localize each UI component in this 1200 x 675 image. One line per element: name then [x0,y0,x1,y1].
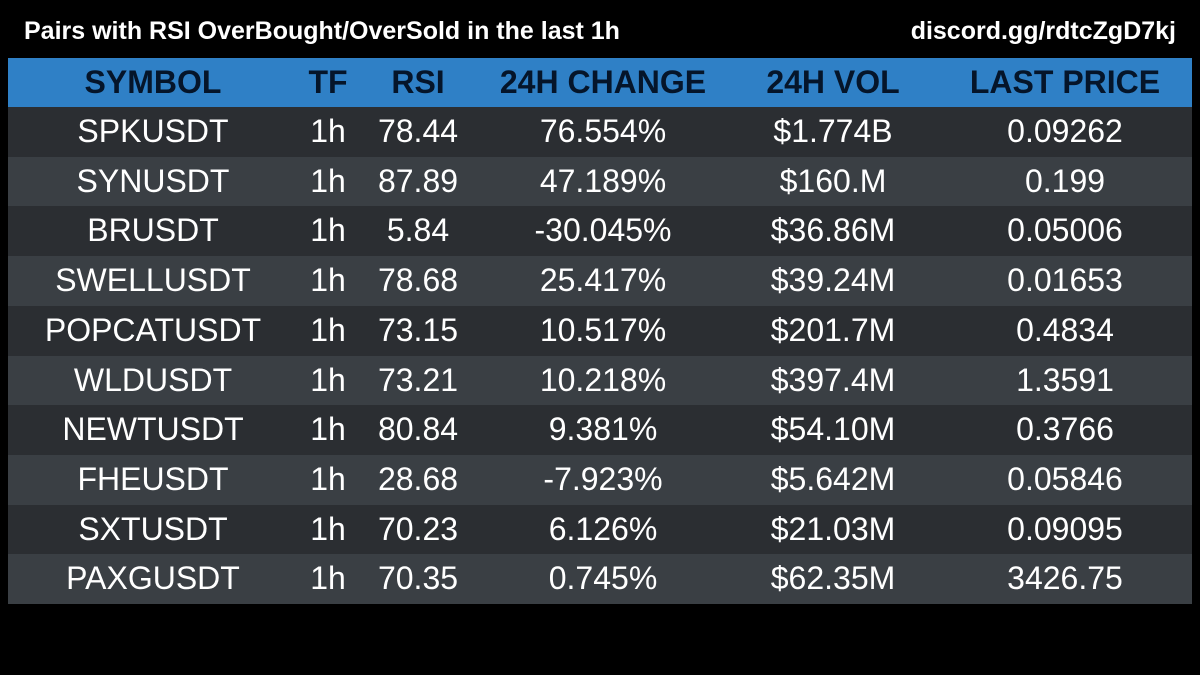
table-row: SWELLUSDT 1h 78.68 25.417% $39.24M 0.016… [8,256,1192,306]
cell-tf: 1h [298,454,358,505]
table-row: NEWTUSDT 1h 80.84 9.381% $54.10M 0.3766 [8,405,1192,455]
table-row: SPKUSDT 1h 78.44 76.554% $1.774B 0.09262 [8,107,1192,157]
cell-24h-vol: $397.4M [728,355,938,406]
cell-24h-change: 10.517% [478,305,728,356]
table-row: POPCATUSDT 1h 73.15 10.517% $201.7M 0.48… [8,305,1192,356]
cell-symbol: POPCATUSDT [8,305,298,356]
cell-symbol: SXTUSDT [8,504,298,555]
cell-rsi: 70.23 [358,504,478,555]
cell-24h-change: 0.745% [478,554,728,605]
cell-last-price: 0.01653 [938,256,1192,306]
cell-24h-vol: $54.10M [728,405,938,455]
cell-last-price: 0.4834 [938,305,1192,356]
column-header-24h-change: 24H CHANGE [478,58,728,107]
column-header-last-price: LAST PRICE [938,58,1192,107]
cell-rsi: 78.44 [358,107,478,157]
cell-rsi: 73.15 [358,305,478,356]
table-row: BRUSDT 1h 5.84 -30.045% $36.86M 0.05006 [8,206,1192,257]
page-title: Pairs with RSI OverBought/OverSold in th… [24,17,620,45]
cell-24h-vol: $201.7M [728,305,938,356]
cell-last-price: 0.05006 [938,206,1192,257]
cell-tf: 1h [298,305,358,356]
cell-symbol: WLDUSDT [8,355,298,406]
cell-tf: 1h [298,504,358,555]
cell-symbol: SYNUSDT [8,156,298,207]
cell-last-price: 3426.75 [938,554,1192,605]
table-header-row: SYMBOL TF RSI 24H CHANGE 24H VOL LAST PR… [8,58,1192,107]
rsi-table: SYMBOL TF RSI 24H CHANGE 24H VOL LAST PR… [8,58,1192,605]
cell-24h-change: 10.218% [478,355,728,406]
table-row: PAXGUSDT 1h 70.35 0.745% $62.35M 3426.75 [8,554,1192,605]
cell-last-price: 0.3766 [938,405,1192,455]
table-row: SXTUSDT 1h 70.23 6.126% $21.03M 0.09095 [8,504,1192,555]
cell-tf: 1h [298,107,358,157]
cell-last-price: 0.09262 [938,107,1192,157]
cell-symbol: PAXGUSDT [8,554,298,605]
column-header-tf: TF [298,58,358,107]
cell-last-price: 0.199 [938,156,1192,207]
cell-last-price: 0.05846 [938,454,1192,505]
cell-tf: 1h [298,156,358,207]
cell-tf: 1h [298,256,358,306]
cell-tf: 1h [298,355,358,406]
cell-tf: 1h [298,206,358,257]
cell-symbol: SPKUSDT [8,107,298,157]
cell-symbol: BRUSDT [8,206,298,257]
cell-24h-vol: $160.M [728,156,938,207]
column-header-24h-vol: 24H VOL [728,58,938,107]
cell-24h-change: 25.417% [478,256,728,306]
discord-link[interactable]: discord.gg/rdtcZgD7kj [910,17,1176,45]
cell-rsi: 70.35 [358,554,478,605]
cell-24h-change: 6.126% [478,504,728,555]
table-row: FHEUSDT 1h 28.68 -7.923% $5.642M 0.05846 [8,454,1192,505]
cell-symbol: SWELLUSDT [8,256,298,306]
cell-rsi: 73.21 [358,355,478,406]
cell-rsi: 80.84 [358,405,478,455]
cell-rsi: 5.84 [358,206,478,257]
top-bar: Pairs with RSI OverBought/OverSold in th… [0,0,1200,58]
cell-symbol: NEWTUSDT [8,405,298,455]
cell-rsi: 87.89 [358,156,478,207]
cell-tf: 1h [298,554,358,605]
cell-24h-vol: $21.03M [728,504,938,555]
cell-24h-change: 76.554% [478,107,728,157]
cell-24h-vol: $62.35M [728,554,938,605]
cell-last-price: 0.09095 [938,504,1192,555]
column-header-symbol: SYMBOL [8,58,298,107]
cell-24h-change: 47.189% [478,156,728,207]
cell-24h-vol: $1.774B [728,107,938,157]
cell-24h-vol: $5.642M [728,454,938,505]
cell-symbol: FHEUSDT [8,454,298,505]
table-row: SYNUSDT 1h 87.89 47.189% $160.M 0.199 [8,156,1192,207]
cell-rsi: 78.68 [358,256,478,306]
cell-24h-vol: $39.24M [728,256,938,306]
cell-24h-change: -7.923% [478,454,728,505]
cell-last-price: 1.3591 [938,355,1192,406]
cell-rsi: 28.68 [358,454,478,505]
cell-24h-change: 9.381% [478,405,728,455]
cell-24h-change: -30.045% [478,206,728,257]
column-header-rsi: RSI [358,58,478,107]
cell-24h-vol: $36.86M [728,206,938,257]
cell-tf: 1h [298,405,358,455]
table-row: WLDUSDT 1h 73.21 10.218% $397.4M 1.3591 [8,355,1192,406]
